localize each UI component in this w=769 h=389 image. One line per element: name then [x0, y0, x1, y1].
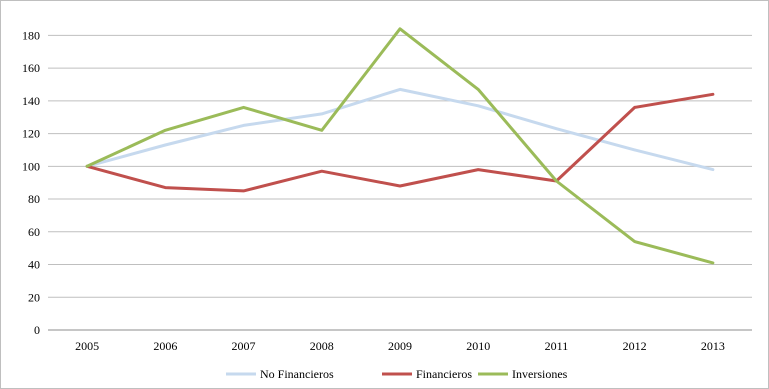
x-tick-label: 2005	[75, 339, 99, 353]
y-tick-label: 60	[28, 225, 40, 239]
y-tick-label: 80	[28, 192, 40, 206]
x-tick-label: 2013	[701, 339, 725, 353]
x-tick-label: 2011	[545, 339, 569, 353]
x-tick-label: 2008	[310, 339, 334, 353]
y-tick-label: 100	[22, 159, 40, 173]
legend-label: Financieros	[416, 367, 472, 381]
y-tick-label: 180	[22, 28, 40, 42]
y-tick-label: 160	[22, 61, 40, 75]
y-axis-tick-labels: 0 20 40 60 80 100 120 140 160 180	[22, 28, 40, 337]
x-tick-label: 2006	[153, 339, 177, 353]
x-tick-label: 2009	[388, 339, 412, 353]
y-tick-label: 120	[22, 127, 40, 141]
series-line-1	[85, 92, 715, 193]
legend: No Financieros Financieros Inversiones	[226, 367, 568, 381]
y-tick-label: 140	[22, 94, 40, 108]
y-tick-label: 20	[28, 290, 40, 304]
y-tick-label: 40	[28, 258, 40, 272]
series-line-0	[85, 87, 715, 172]
x-tick-label: 2012	[623, 339, 647, 353]
series-line-2	[85, 27, 715, 265]
legend-label: Inversiones	[512, 367, 568, 381]
series-lines	[85, 27, 715, 265]
y-tick-label: 0	[34, 323, 40, 337]
x-axis-tick-labels: 2005 2006 2007 2008 2009 2010 2011 2012 2013	[75, 339, 725, 353]
gridlines	[48, 34, 752, 298]
x-tick-label: 2007	[232, 339, 256, 353]
legend-label: No Financieros	[260, 367, 334, 381]
x-tick-label: 2010	[466, 339, 490, 353]
